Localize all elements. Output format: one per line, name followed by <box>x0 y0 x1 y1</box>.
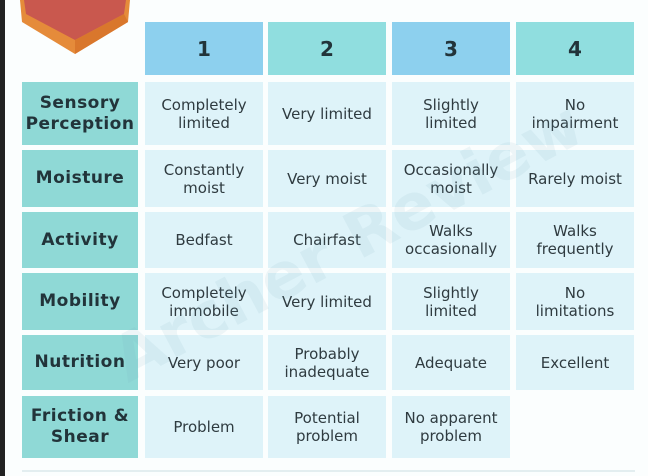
table-cell: No apparent problem <box>392 396 510 458</box>
left-edge <box>0 0 5 476</box>
row-label: Moisture <box>22 150 138 207</box>
row-label: Friction & Shear <box>22 396 138 458</box>
table-cell: Slightly limited <box>392 82 510 145</box>
table-cell: Occasionally moist <box>392 150 510 207</box>
table-cell: Probably inadequate <box>268 335 386 390</box>
row-label: Nutrition <box>22 335 138 390</box>
table-cell: Chairfast <box>268 212 386 268</box>
table-cell: No limitations <box>516 273 634 330</box>
table-cell: Adequate <box>392 335 510 390</box>
table-cell: Bedfast <box>145 212 263 268</box>
table-cell: Walks occasionally <box>392 212 510 268</box>
table-cell: Problem <box>145 396 263 458</box>
row-label: Activity <box>22 212 138 268</box>
table-cell: Very limited <box>268 273 386 330</box>
column-header: 4 <box>516 22 634 75</box>
table-cell: Completely limited <box>145 82 263 145</box>
table-cell: Excellent <box>516 335 634 390</box>
table-cell: Completely immobile <box>145 273 263 330</box>
row-label: Sensory Perception <box>22 82 138 145</box>
table-cell: Constantly moist <box>145 150 263 207</box>
table-cell: Very moist <box>268 150 386 207</box>
table-cell: Slightly limited <box>392 273 510 330</box>
bottom-rule <box>22 470 635 472</box>
column-header: 3 <box>392 22 510 75</box>
column-header: 1 <box>145 22 263 75</box>
table-cell: Rarely moist <box>516 150 634 207</box>
table-cell: Very poor <box>145 335 263 390</box>
table-cell: No impairment <box>516 82 634 145</box>
table-cell: Very limited <box>268 82 386 145</box>
skin-illustration <box>20 0 130 54</box>
column-header: 2 <box>268 22 386 75</box>
table-cell: Walks frequently <box>516 212 634 268</box>
table-cell: Potential problem <box>268 396 386 458</box>
row-label: Mobility <box>22 273 138 330</box>
